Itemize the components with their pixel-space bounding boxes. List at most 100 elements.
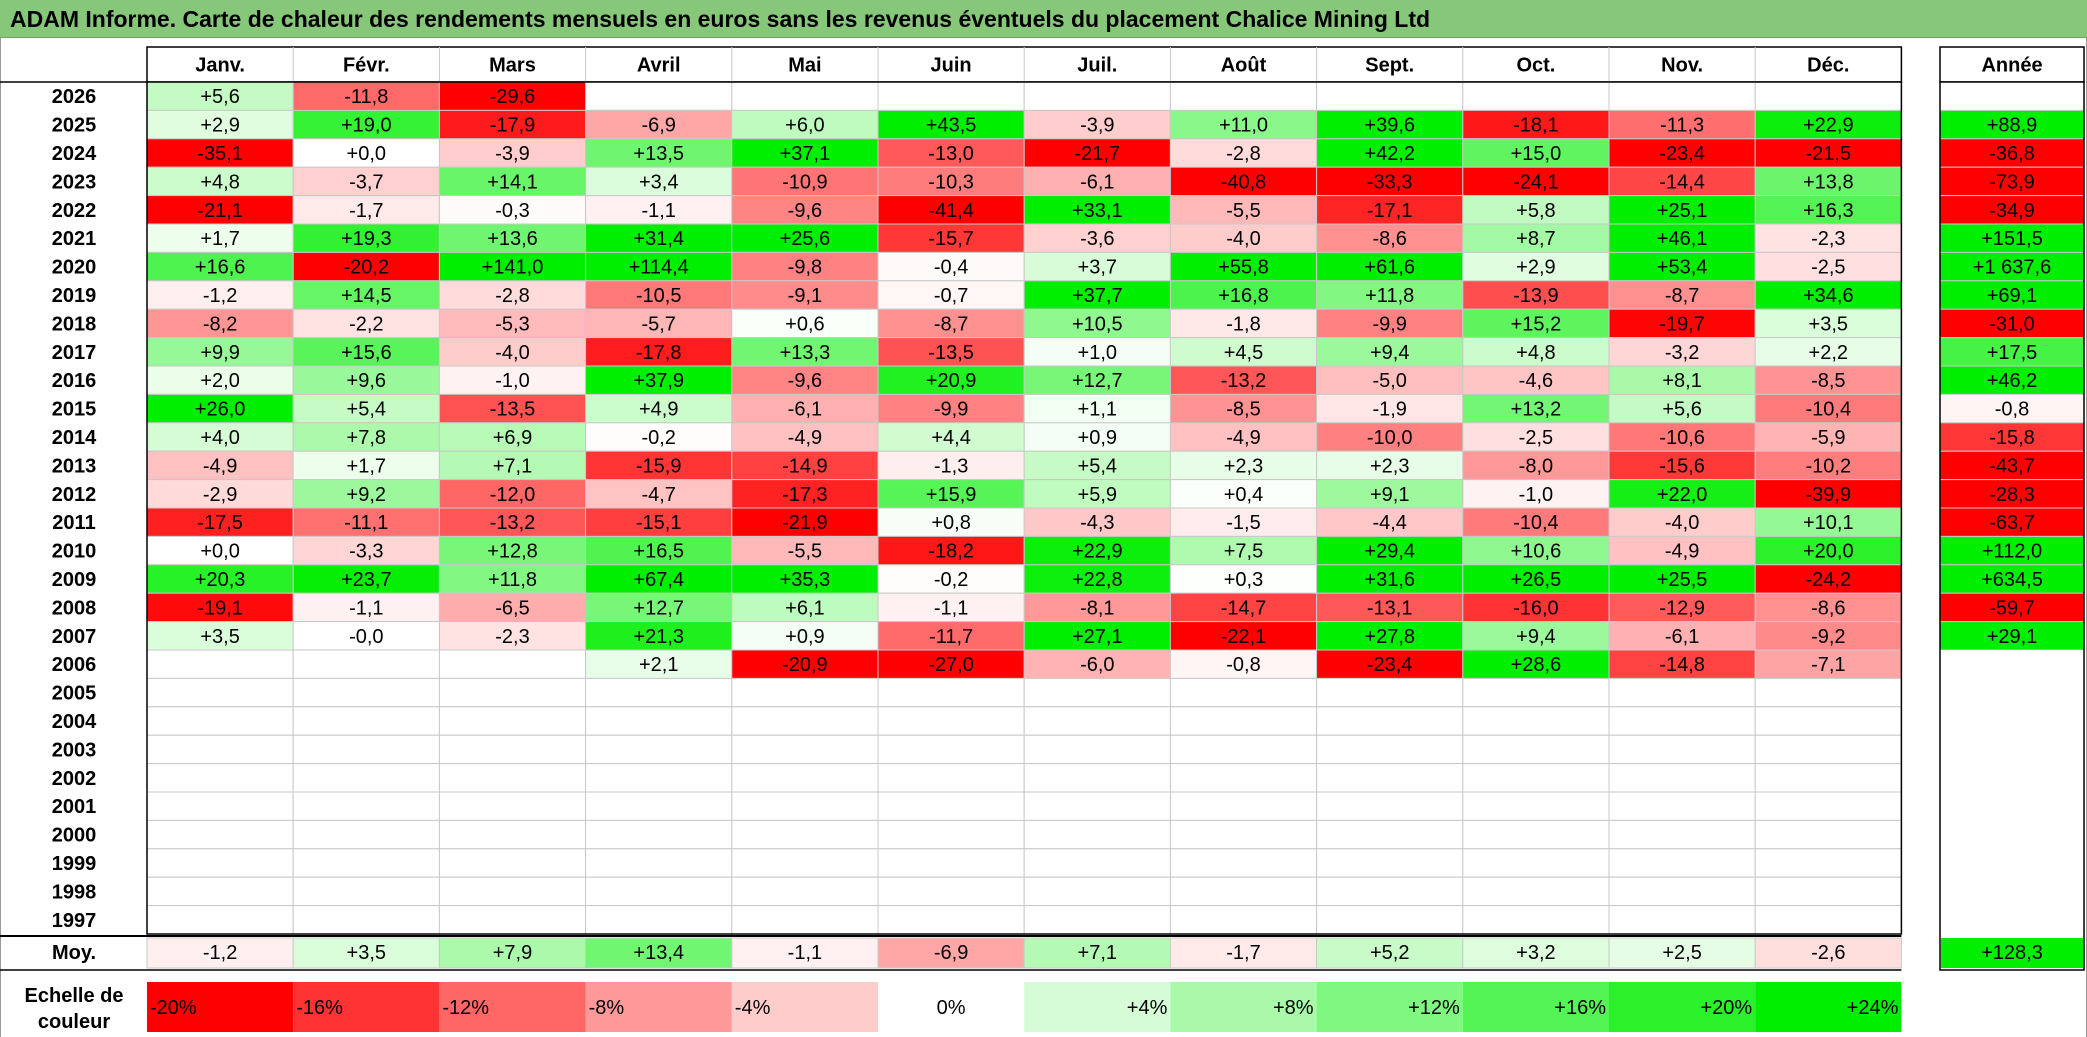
heatmap-cell <box>438 450 587 481</box>
heatmap-cell <box>438 564 587 594</box>
heatmap-cell <box>1462 763 1610 793</box>
month-header: Juin <box>931 55 972 77</box>
heatmap-cell <box>292 280 440 310</box>
cell-value: -8,1 <box>1080 597 1114 619</box>
heatmap-cell <box>1023 592 1171 623</box>
heatmap-cell <box>292 677 440 708</box>
cell-value: +26,5 <box>1511 569 1562 591</box>
heatmap-cell <box>1169 791 1318 821</box>
annual-cell <box>1940 848 2084 878</box>
average-annual-cell <box>1941 938 2083 968</box>
heatmap-cell <box>1316 763 1464 793</box>
year-label: 2006 <box>52 654 97 676</box>
cell-value: -4,9 <box>203 455 237 477</box>
annual-value: -59,7 <box>1989 597 2035 619</box>
cell-value: +1,7 <box>200 228 239 250</box>
scale-value: -16% <box>296 997 343 1019</box>
scale-value: +12% <box>1408 997 1460 1019</box>
heatmap-cell <box>1754 677 1902 708</box>
heatmap-cell <box>292 848 440 878</box>
heatmap-cell <box>146 621 294 651</box>
cell-value: +42,2 <box>1364 143 1415 165</box>
cell-value: -9,9 <box>934 399 968 421</box>
cell-value: -7,1 <box>1811 654 1845 676</box>
heatmap-cell <box>1316 905 1464 935</box>
heatmap-cell <box>1754 706 1902 736</box>
heatmap-cell <box>1608 337 1756 367</box>
cell-value: -10,4 <box>1513 512 1559 534</box>
cell-value: -15,6 <box>1659 455 1705 477</box>
cell-value: -17,1 <box>1367 200 1413 222</box>
cell-value: +67,4 <box>633 569 684 591</box>
cell-value: -19,1 <box>197 597 243 619</box>
annual-cell <box>1940 877 2084 906</box>
heatmap-cell <box>438 479 587 509</box>
heatmap-cell <box>877 734 1025 765</box>
body-border <box>146 81 1903 935</box>
annual-cell <box>1940 763 2084 792</box>
heatmap-cell <box>1608 763 1756 793</box>
cell-value: +11,8 <box>488 569 537 591</box>
annual-value: -15,8 <box>1989 427 2035 449</box>
heatmap-cell <box>731 621 879 651</box>
scale-value: -4% <box>735 997 771 1019</box>
cell-value: +9,1 <box>1370 484 1409 506</box>
cell-value: +1,1 <box>1078 399 1117 421</box>
heatmap-cell <box>146 393 294 424</box>
cell-value: +22,9 <box>1072 541 1123 563</box>
cell-value: +141,0 <box>482 257 544 279</box>
cell-value: -15,9 <box>636 455 682 477</box>
cell-value: -23,4 <box>1367 654 1413 676</box>
heatmap-cell <box>1023 734 1171 765</box>
cell-value: -4,9 <box>788 427 822 449</box>
heatmap-cell <box>1608 450 1756 481</box>
cell-value: +10,1 <box>1803 512 1854 534</box>
cell-value: -8,2 <box>203 313 237 335</box>
year-label: 2002 <box>52 768 97 790</box>
cell-value: +1,7 <box>347 455 386 477</box>
cell-value: -9,9 <box>1372 313 1406 335</box>
heatmap-cell <box>1608 308 1756 339</box>
year-label: 2008 <box>52 597 97 619</box>
heatmap-cell <box>1169 479 1318 509</box>
cell-value: -11,1 <box>344 512 388 534</box>
heatmap-cell <box>585 166 733 197</box>
annual-cell <box>1940 735 2084 764</box>
heatmap-cell <box>1462 592 1610 623</box>
cell-value: +25,6 <box>780 228 831 250</box>
heatmap-cell <box>1169 422 1318 452</box>
heatmap-cell <box>877 109 1025 140</box>
cell-value: +2,2 <box>1809 342 1848 364</box>
cell-value: +22,8 <box>1072 569 1123 591</box>
scale-value: 0% <box>937 997 966 1019</box>
scale-swatch <box>878 982 1025 1032</box>
cell-value: +12,7 <box>1072 370 1123 392</box>
cell-value: +4,5 <box>1224 342 1263 364</box>
cell-value: +61,6 <box>1364 257 1415 279</box>
heatmap-cell <box>585 706 733 736</box>
cell-value: -23,4 <box>1659 143 1705 165</box>
cell-value: -8,6 <box>1811 597 1845 619</box>
cell-value: +6,9 <box>493 427 532 449</box>
heatmap-cell <box>585 905 733 935</box>
cell-value: -10,2 <box>1806 455 1852 477</box>
cell-value: -1,9 <box>1372 399 1406 421</box>
cell-value: -10,4 <box>1806 399 1852 421</box>
cell-value: +25,5 <box>1657 569 1708 591</box>
heatmap-cell <box>146 905 294 935</box>
heatmap-cell <box>438 677 587 708</box>
cell-value: +9,2 <box>347 484 386 506</box>
cell-value: -14,4 <box>1659 171 1705 193</box>
average-value: +2,5 <box>1662 942 1701 964</box>
average-value: -1,1 <box>788 942 822 964</box>
heatmap-cell <box>1462 422 1610 452</box>
heatmap-cell <box>1608 223 1756 253</box>
year-label: 1998 <box>52 881 97 903</box>
cell-value: -2,5 <box>1519 427 1553 449</box>
cell-value: +13,8 <box>1803 171 1854 193</box>
cell-value: +13,3 <box>780 342 831 364</box>
heatmap-cell <box>877 422 1025 452</box>
heatmap-cell <box>1023 450 1171 481</box>
heatmap-cell <box>1754 479 1902 509</box>
cell-value: +0,3 <box>1224 569 1263 591</box>
